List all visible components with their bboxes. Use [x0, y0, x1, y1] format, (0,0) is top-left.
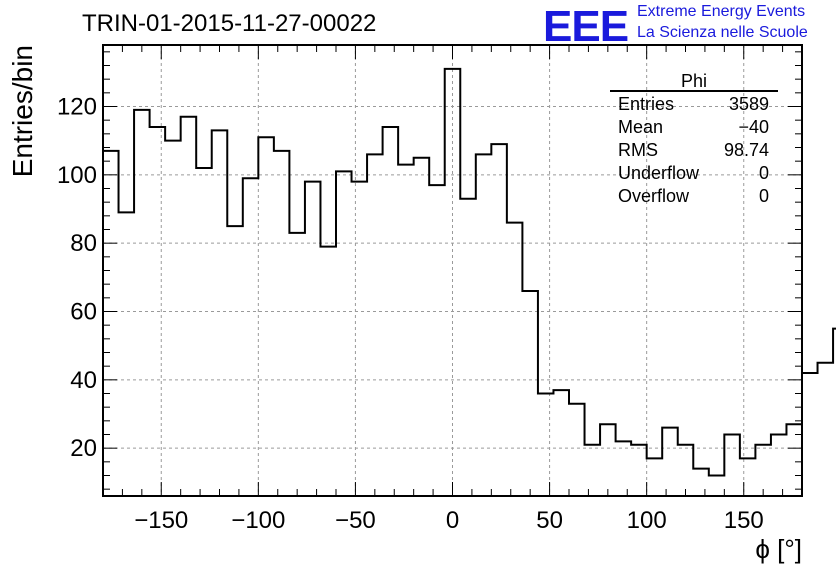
stats-row-value: 0 [759, 186, 769, 206]
histogram-bin [320, 247, 336, 496]
histogram-bin [119, 212, 135, 496]
y-axis-label: Entries/bin [7, 45, 38, 177]
x-axis-label: ϕ [°] [755, 534, 802, 564]
histogram-bin [414, 158, 430, 496]
histogram-bin [181, 117, 197, 496]
x-tick-label: −100 [231, 507, 285, 534]
y-tick-label: 60 [70, 299, 97, 326]
histogram-bin [616, 441, 632, 496]
stats-row-value: −40 [738, 117, 769, 137]
stats-box: Phi Entries 3589 Mean −40 RMS 98.74 Underflow 0 O… [610, 71, 778, 206]
histogram-bin [522, 291, 538, 496]
histogram-bin [134, 110, 150, 496]
eee-logo: EEE [543, 2, 629, 51]
x-tick-label: 50 [536, 507, 563, 534]
histogram-line [103, 67, 836, 477]
stats-row-label: RMS [618, 140, 658, 160]
stats-row-value: 0 [759, 163, 769, 183]
histogram-bin [507, 223, 523, 496]
histogram-bin [802, 373, 818, 496]
chart-title: TRIN-01-2015-11-27-00022 [82, 10, 377, 37]
histogram-bin [771, 435, 787, 497]
histogram-bin [600, 424, 616, 496]
x-tick-label: 100 [627, 507, 667, 534]
histogram-bin [165, 141, 181, 496]
histogram-bin [460, 199, 476, 496]
histogram-bin [289, 233, 305, 496]
histogram-bin [553, 390, 569, 496]
y-tick-label: 20 [70, 435, 97, 462]
histogram-bin [476, 154, 492, 496]
histogram-bin [103, 151, 119, 496]
histogram-bin [569, 404, 585, 496]
histogram-bin [429, 185, 445, 496]
histogram-bin [585, 445, 601, 496]
y-tick-label: 120 [57, 94, 97, 121]
histogram-bin [724, 435, 740, 497]
histogram-bin [538, 394, 554, 497]
stats-row-label: Entries [618, 94, 674, 114]
histogram-bin [678, 445, 694, 496]
x-tick-label: 150 [724, 507, 764, 534]
histogram-bin [367, 154, 383, 496]
histogram-bin [740, 458, 756, 496]
grid-lines [103, 45, 802, 496]
logo-line-2: La Scienza nelle Scuole [637, 24, 808, 41]
histogram-bin [709, 476, 725, 497]
logo-line-1: Extreme Energy Events [637, 3, 806, 20]
stats-row-value: 3589 [729, 94, 769, 114]
x-tick-label: −150 [134, 507, 188, 534]
stats-row-label: Overflow [618, 186, 690, 206]
stats-box-title: Phi [681, 71, 707, 91]
y-tick-label: 100 [57, 162, 97, 189]
stats-row-label: Underflow [618, 163, 700, 183]
histogram-bin [274, 151, 290, 496]
stats-row-label: Mean [618, 117, 663, 137]
axes: −150 −100 −50 0 50 100 150 20 40 60 80 100 120 ϕ [°] E… [7, 44, 803, 564]
histogram-bin [786, 424, 802, 496]
histogram-bin [755, 445, 771, 496]
y-tick-label: 80 [70, 230, 97, 257]
histogram-bin [398, 165, 414, 496]
y-tick-label: 40 [70, 367, 97, 394]
histogram-series [103, 67, 836, 497]
histogram-bin [196, 168, 212, 496]
histogram-bin [631, 445, 647, 496]
histogram-bin [227, 226, 243, 496]
histogram-bin [693, 469, 709, 496]
histogram-bin [352, 182, 368, 496]
histogram-bin [305, 182, 321, 496]
histogram-bin [243, 178, 259, 496]
stats-row-value: 98.74 [724, 140, 769, 160]
histogram-bin [383, 127, 399, 496]
histogram-bin [258, 137, 274, 496]
histogram-bin [212, 130, 228, 496]
histogram-bin [336, 171, 352, 496]
x-tick-label: 0 [446, 507, 459, 534]
x-tick-label: −50 [335, 507, 376, 534]
histogram-bin [647, 458, 663, 496]
histogram-bin [491, 144, 507, 496]
histogram-bin [662, 428, 678, 496]
histogram-bin [818, 363, 834, 496]
